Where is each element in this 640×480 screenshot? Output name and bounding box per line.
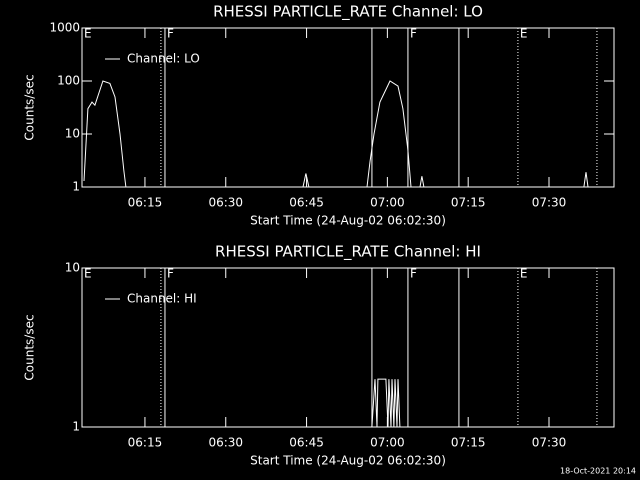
y-tick-label: 10 [65, 127, 80, 141]
x-tick-label: 06:15 [128, 196, 163, 210]
y-tick-label: 10 [65, 261, 80, 275]
data-line [83, 80, 614, 188]
legend-label: Channel: HI [127, 292, 197, 306]
flag-label: F [167, 267, 174, 281]
x-tick-label: 06:30 [208, 196, 243, 210]
x-tick-label: 07:15 [451, 436, 486, 450]
x-tick-label: 07:30 [532, 196, 567, 210]
x-axis-label: Start Time (24-Aug-02 06:02:30) [250, 454, 446, 468]
x-tick-label: 07:30 [532, 436, 567, 450]
y-axis-label: Counts/sec [23, 74, 37, 140]
y-tick-label: 1 [72, 420, 80, 434]
x-tick-label: 06:45 [289, 196, 324, 210]
flag-label: F [167, 27, 174, 41]
flag-label: F [410, 267, 417, 281]
y-axis-label: Counts/sec [23, 314, 37, 380]
x-tick-label: 06:15 [128, 436, 163, 450]
x-tick-label: 06:30 [208, 436, 243, 450]
x-tick-label: 07:15 [451, 196, 486, 210]
flag-label: F [410, 27, 417, 41]
y-tick-label: 100 [57, 74, 80, 88]
x-tick-label: 07:00 [370, 196, 405, 210]
x-tick-label: 07:00 [370, 436, 405, 450]
chart-title: RHESSI PARTICLE_RATE Channel: HI [215, 243, 481, 262]
legend-label: Channel: LO [127, 52, 200, 66]
x-axis-label: Start Time (24-Aug-02 06:02:30) [250, 214, 446, 228]
footer: 18-Oct-2021 20:14 [560, 467, 636, 476]
flag-label: E [520, 267, 528, 281]
x-tick-label: 06:45 [289, 436, 324, 450]
y-tick-label: 1 [72, 180, 80, 194]
flag-label: E [520, 27, 528, 41]
chart-title: RHESSI PARTICLE_RATE Channel: LO [213, 3, 483, 22]
flag-label: E [84, 27, 92, 41]
y-tick-label: 1000 [49, 21, 80, 35]
flag-label: E [84, 267, 92, 281]
data-line [82, 378, 614, 428]
